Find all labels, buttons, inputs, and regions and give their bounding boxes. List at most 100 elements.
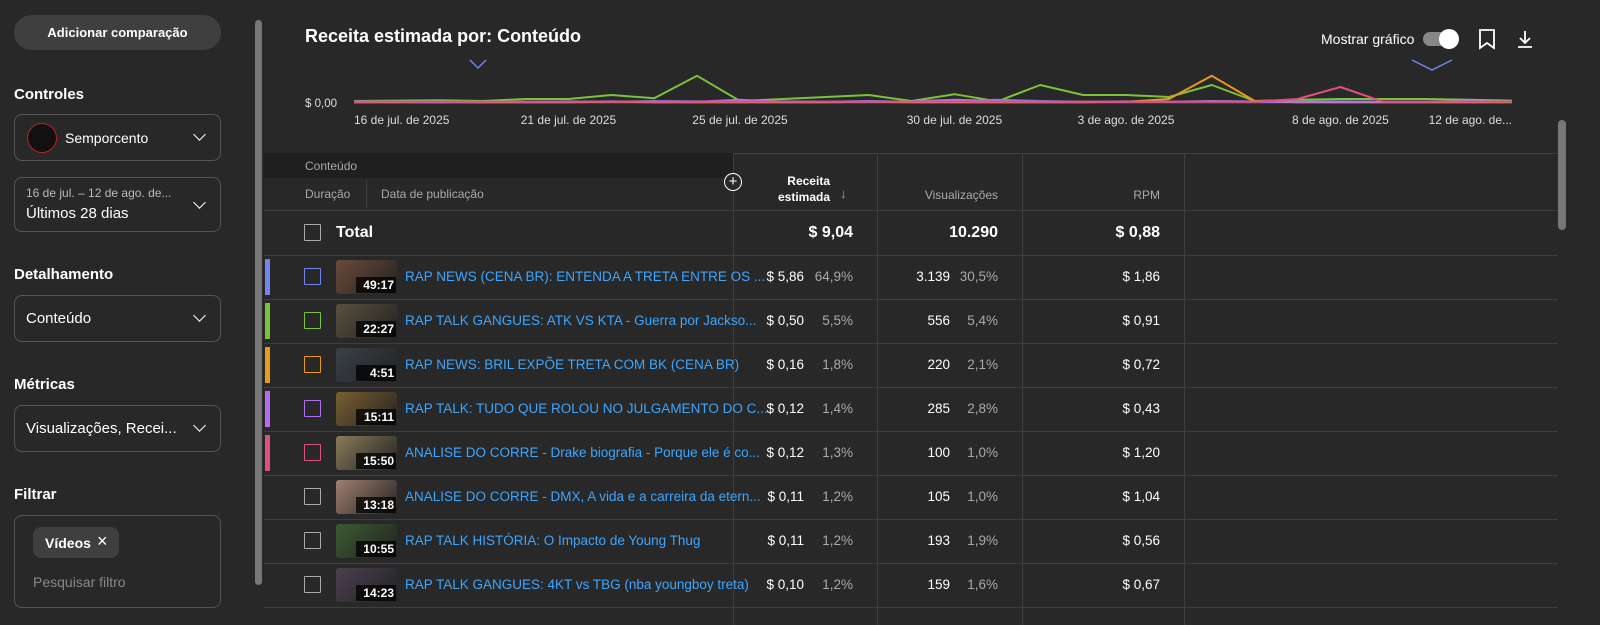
checkbox[interactable] (304, 532, 321, 549)
column-header[interactable]: Receita estimada (777, 174, 830, 204)
views-share: 5,4% (967, 313, 998, 328)
marker (1411, 59, 1453, 71)
revenue-share: 1,2% (822, 577, 853, 592)
rpm: $ 0,91 (1122, 313, 1160, 328)
checkbox[interactable] (304, 576, 321, 593)
chip-close[interactable]: × (97, 531, 108, 551)
row-divider (264, 431, 1558, 432)
chevron (193, 419, 206, 432)
total-views: 10.290 (949, 224, 998, 241)
duration: 13:18 (356, 497, 396, 513)
duration: 49:17 (356, 277, 396, 293)
add-column[interactable]: + (724, 173, 742, 191)
revenue: $ 0,10 (766, 577, 804, 592)
chevron (193, 309, 206, 322)
views-share: 1,0% (967, 445, 998, 460)
column-divider (1022, 153, 1023, 625)
duration: 4:51 (356, 365, 396, 381)
filter-box: Vídeos × Pesquisar filtro (14, 515, 221, 608)
checkbox[interactable] (304, 488, 321, 505)
channel-name: Semporcento (65, 130, 149, 146)
views: 285 (927, 401, 950, 416)
revenue: $ 0,11 (767, 533, 804, 548)
views-share: 1,9% (967, 533, 998, 548)
filter-chip[interactable]: Vídeos × (33, 527, 119, 558)
video-title[interactable]: RAP TALK GANGUES: ATK VS KTA - Guerra po… (405, 313, 757, 328)
views-share: 1,6% (967, 577, 998, 592)
revenue: $ 0,12 (766, 401, 804, 416)
column-header[interactable]: Data de publicação (381, 187, 484, 201)
breakdown-value: Conteúdo (26, 310, 92, 327)
controls-label: Controles (14, 86, 85, 103)
x-tick-label: 21 de jul. de 2025 (521, 113, 617, 127)
compare-button[interactable]: Adicionar comparação (14, 15, 221, 50)
column-header[interactable]: RPM (1133, 188, 1160, 202)
revenue-share: 1,3% (822, 445, 853, 460)
checkbox[interactable] (304, 224, 321, 241)
views-share: 1,0% (967, 489, 998, 504)
video-title[interactable]: ANALISE DO CORRE - Drake biografia - Por… (405, 445, 760, 460)
y-tick-label: $ 0,00 (305, 98, 337, 110)
video-title[interactable]: RAP TALK: TUDO QUE ROLOU NO JULGAMENTO D… (405, 401, 768, 416)
checkbox[interactable] (304, 400, 321, 417)
toggle-label: Mostrar gráfico (1321, 31, 1415, 47)
channel-select[interactable]: Semporcento (14, 114, 221, 161)
column-divider (1184, 153, 1185, 625)
series-line (353, 74, 1513, 103)
row-color (265, 435, 270, 471)
video-title[interactable]: RAP TALK GANGUES: 4KT vs TBG (nba youngb… (405, 577, 749, 592)
video-title[interactable]: RAP NEWS (CENA BR): ENTENDA A TRETA ENTR… (405, 269, 766, 284)
metrics-value: Visualizações, Recei... (26, 420, 177, 437)
revenue-share: 64,9% (814, 269, 853, 284)
duration: 15:50 (356, 453, 396, 469)
rpm: $ 1,04 (1122, 489, 1160, 504)
row-divider (264, 299, 1558, 300)
video-title[interactable]: RAP NEWS: BRIL EXPÕE TRETA COM BK (CENA … (405, 357, 740, 372)
views: 105 (927, 489, 950, 504)
views: 159 (927, 577, 950, 592)
main-scrollbar[interactable] (1558, 120, 1566, 230)
metrics-label: Métricas (14, 376, 75, 393)
column-header[interactable]: Visualizações (924, 188, 998, 202)
revenue-share: 5,5% (822, 313, 853, 328)
checkbox[interactable] (304, 312, 321, 329)
column-header[interactable]: Duração (305, 187, 351, 201)
row-color (265, 391, 270, 427)
row-divider (264, 519, 1558, 520)
checkbox[interactable] (304, 356, 321, 373)
views-share: 2,8% (967, 401, 998, 416)
revenue: $ 0,50 (766, 313, 804, 328)
group-header-band (264, 153, 733, 178)
filter-placeholder[interactable]: Pesquisar filtro (33, 574, 126, 590)
duration: 22:27 (356, 321, 396, 337)
video-title[interactable]: RAP TALK HISTÓRIA: O Impacto de Young Th… (405, 533, 701, 548)
video-title[interactable]: ANALISE DO CORRE - DMX, A vida e a carre… (405, 489, 761, 504)
total-rpm: $ 0,88 (1115, 224, 1160, 241)
x-tick-label: 16 de jul. de 2025 (354, 113, 450, 127)
row-color (265, 259, 270, 295)
series-line (354, 86, 1512, 103)
rpm: $ 1,20 (1122, 445, 1160, 460)
chart-toggle[interactable] (1423, 29, 1459, 49)
sort-arrow[interactable]: ↓ (840, 186, 847, 201)
x-tick-label: 8 de ago. de 2025 (1292, 113, 1389, 127)
toggle-knob (1439, 29, 1459, 49)
revenue: $ 5,86 (766, 269, 804, 284)
column-divider (877, 153, 878, 625)
row-color (265, 303, 270, 339)
header-divider (366, 180, 367, 208)
sidebar-scrollbar[interactable] (255, 20, 262, 585)
views-share: 30,5% (959, 269, 998, 284)
checkbox[interactable] (304, 444, 321, 461)
chevron (193, 196, 206, 209)
date-select[interactable]: 16 de jul. – 12 de ago. de... Últimos 28… (14, 177, 221, 232)
row-divider (264, 343, 1558, 344)
checkbox[interactable] (304, 268, 321, 285)
revenue-share: 1,2% (822, 489, 853, 504)
metrics-select[interactable]: Visualizações, Recei... (14, 405, 221, 452)
download-icon[interactable] (1515, 29, 1535, 49)
bookmark-icon[interactable] (1477, 28, 1497, 50)
breakdown-select[interactable]: Conteúdo (14, 295, 221, 342)
x-tick-label: 25 de jul. de 2025 (692, 113, 788, 127)
row-divider (264, 563, 1558, 564)
